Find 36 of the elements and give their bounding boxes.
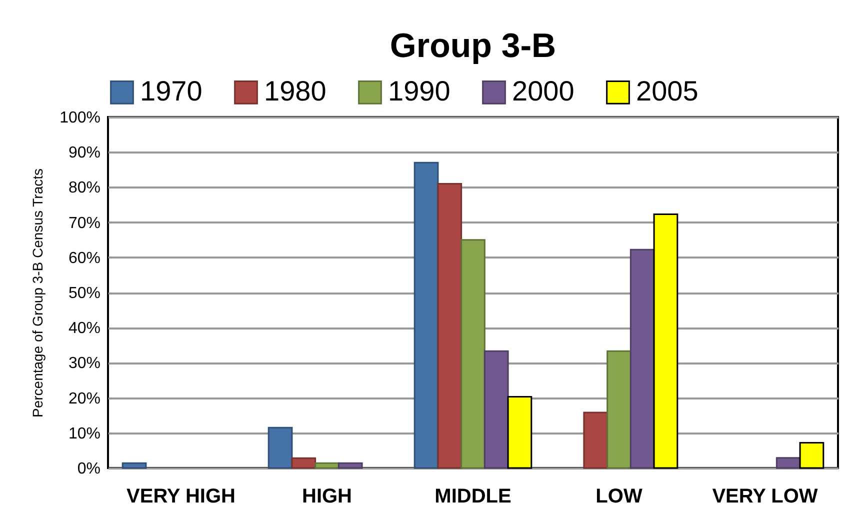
legend-label: 2005: [636, 75, 698, 106]
y-tick-label: 10%: [68, 425, 100, 442]
x-tick-label: HIGH: [302, 486, 352, 508]
x-tick-label: MIDDLE: [434, 486, 512, 508]
bar: [414, 162, 439, 469]
bar: [776, 457, 801, 469]
bar: [314, 462, 340, 469]
y-tick-label: 100%: [60, 110, 100, 126]
bar: [460, 239, 486, 469]
legend-label: 2000: [512, 75, 574, 106]
chart-title: Group 3-B: [390, 27, 556, 65]
legend-label: 1990: [388, 75, 450, 106]
bar: [268, 426, 293, 469]
bar: [583, 412, 608, 469]
x-tick-label: LOW: [596, 486, 642, 508]
bar: [484, 350, 509, 469]
bar: [291, 457, 316, 469]
y-tick-label: 40%: [68, 320, 100, 338]
y-axis-title: Percentage of Group 3-B Census Tracts: [30, 168, 46, 418]
y-tick-label: 0%: [77, 460, 100, 478]
y-tick-label: 70%: [68, 214, 100, 232]
y-tick-label: 30%: [68, 355, 100, 372]
x-tick-label: VERY HIGH: [126, 486, 236, 508]
x-tick-label: VERY LOW: [712, 486, 818, 508]
bar: [606, 350, 632, 469]
bar: [338, 462, 363, 469]
y-tick-label: 60%: [68, 250, 100, 267]
y-tick-label: 80%: [68, 180, 100, 197]
y-tick-label: 20%: [68, 390, 100, 408]
y-tick-label: 50%: [68, 285, 100, 302]
bar: [437, 182, 462, 469]
bar: [630, 248, 655, 469]
y-tick-label: 90%: [68, 144, 100, 162]
legend-label: 1970: [140, 75, 202, 106]
legend-label: 1980: [264, 75, 326, 106]
bar: [122, 462, 147, 469]
